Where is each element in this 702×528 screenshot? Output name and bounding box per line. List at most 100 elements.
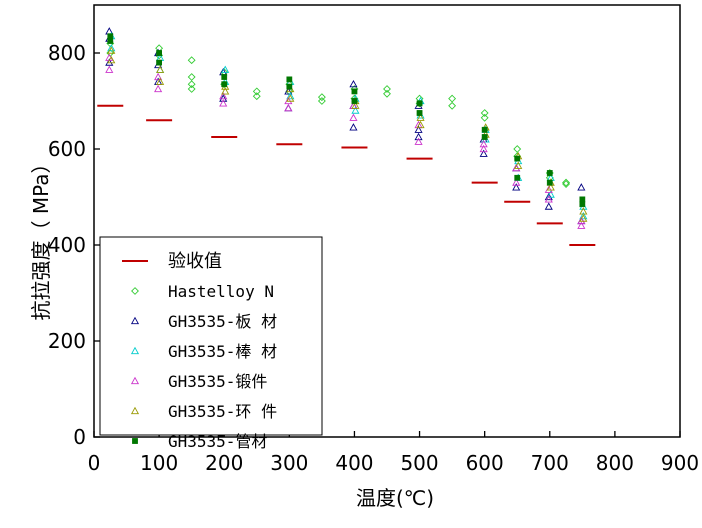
legend-item: GH3535-棒 材 — [130, 342, 277, 361]
legend-label: Hastelloy N — [168, 282, 274, 301]
data-point — [349, 123, 358, 131]
legend-marker — [132, 438, 138, 444]
data-point — [156, 77, 165, 85]
x-tick-label: 100 — [140, 451, 178, 475]
data-point — [349, 79, 358, 88]
data-point — [579, 201, 586, 208]
data-point — [579, 211, 588, 220]
data-point — [513, 145, 522, 153]
plot-frame — [93, 4, 681, 438]
legend-label: GH3535-棒 材 — [168, 342, 277, 361]
data-point — [544, 195, 553, 203]
data-point — [317, 97, 326, 105]
data-point — [351, 101, 360, 109]
legend-item: GH3535-锻件 — [130, 372, 267, 391]
data-point — [414, 137, 423, 145]
legend-item: 验收值 — [122, 251, 222, 272]
data-point — [579, 214, 588, 222]
data-point — [351, 106, 360, 114]
data-point — [546, 179, 553, 186]
data-point — [562, 178, 570, 187]
legend-marker — [131, 287, 139, 295]
data-point — [286, 94, 295, 102]
data-point — [480, 109, 489, 117]
data-point — [284, 96, 293, 105]
data-point — [546, 170, 553, 176]
data-point — [107, 33, 114, 40]
data-point — [448, 101, 457, 110]
series-验收值 — [97, 104, 596, 246]
data-point — [187, 56, 196, 65]
data-point — [221, 65, 230, 73]
y-tick-label: 800 — [48, 41, 86, 65]
legend-label: 验收值 — [168, 251, 222, 272]
data-point — [546, 190, 555, 198]
data-point — [156, 65, 165, 73]
legend-label: GH3535-锻件 — [168, 372, 267, 391]
series-Hastelloy-N — [106, 39, 570, 188]
data-point — [514, 155, 521, 162]
axis-ticks: 0 100 200 300 400 500 600 700 800 900 0 200 400 600 80… — [48, 41, 699, 475]
data-point — [544, 185, 553, 193]
data-point — [512, 183, 521, 191]
data-point — [187, 80, 196, 89]
data-point — [416, 100, 423, 107]
series-GH3535-环-件 — [107, 46, 588, 222]
x-tick-label: 700 — [531, 451, 569, 475]
series-GH3535-板-材 — [105, 27, 586, 225]
data-point — [317, 93, 326, 102]
data-point — [187, 85, 196, 93]
data-point — [579, 207, 588, 215]
data-point — [481, 134, 488, 140]
legend-item: GH3535-板 材 — [130, 312, 277, 331]
data-point — [107, 38, 114, 44]
y-tick-label: 0 — [73, 425, 86, 449]
data-point — [284, 103, 293, 112]
data-point — [221, 81, 228, 88]
x-tick-label: 800 — [596, 451, 634, 475]
data-point — [480, 113, 489, 122]
data-point — [187, 73, 196, 81]
x-tick-label: 900 — [661, 451, 699, 475]
x-tick-label: 500 — [400, 451, 438, 475]
data-point — [107, 43, 116, 52]
data-point — [105, 58, 114, 66]
legend-marker — [130, 376, 140, 385]
data-point — [416, 113, 425, 121]
legend-item: GH3535-环 件 — [130, 402, 277, 421]
data-point — [252, 92, 261, 101]
data-point — [219, 91, 228, 100]
legend-label: GH3535-管材 — [168, 432, 267, 451]
data-point — [286, 83, 293, 90]
data-point — [512, 163, 521, 172]
data-point — [514, 174, 521, 181]
data-point — [351, 88, 358, 95]
series-GH3535-管材 — [107, 33, 586, 208]
data-point — [577, 221, 586, 229]
legend-item: Hastelloy N — [131, 282, 274, 301]
data-point — [479, 144, 488, 153]
legend-label: GH3535-环 件 — [168, 402, 277, 421]
data-point — [351, 98, 358, 104]
legend-box — [99, 236, 323, 436]
data-point — [221, 87, 230, 95]
data-point — [414, 132, 423, 141]
data-point — [546, 183, 555, 191]
data-point — [414, 125, 423, 133]
y-tick-label: 200 — [48, 329, 86, 353]
y-axis-title: 抗拉强度（ MPa） — [29, 153, 53, 320]
data-point — [479, 139, 488, 148]
legend-marker — [130, 346, 140, 355]
data-point — [219, 99, 228, 107]
data-point — [577, 216, 586, 225]
data-point — [154, 84, 163, 93]
data-point — [107, 55, 116, 64]
y-tick-label: 400 — [48, 233, 86, 257]
data-point — [156, 59, 163, 66]
series-GH3535-棒-材 — [107, 31, 588, 220]
data-point — [349, 113, 358, 121]
data-point — [105, 65, 114, 73]
data-point — [383, 89, 391, 98]
legend-item: GH3535-管材 — [132, 432, 267, 451]
